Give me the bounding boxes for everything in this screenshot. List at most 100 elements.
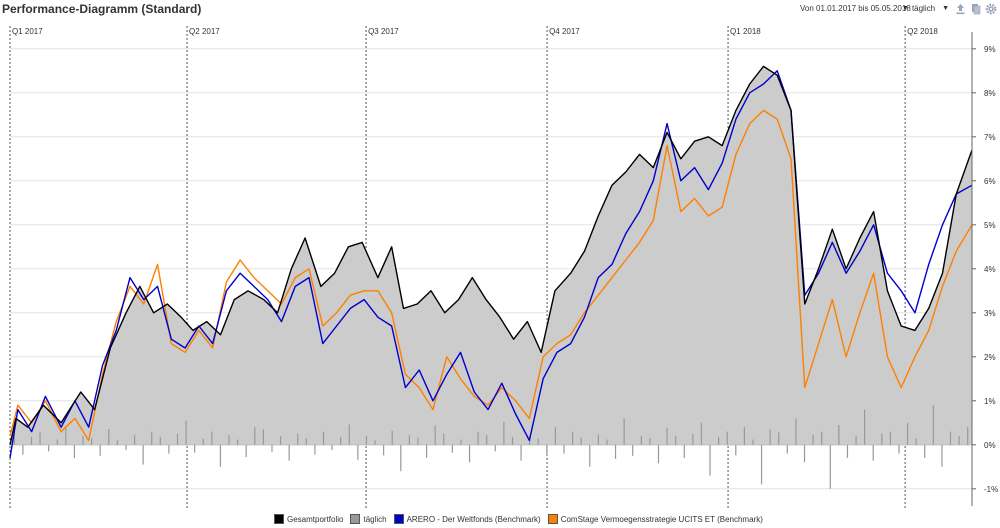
chart-title: Performance-Diagramm (Standard) [2, 2, 202, 16]
daily-bar [271, 444, 273, 452]
daily-bar [425, 444, 428, 458]
daily-bar [211, 431, 213, 445]
legend-swatch [547, 514, 558, 524]
daily-bar [709, 444, 711, 476]
quarter-labels: Q1 2017 Q2 2017 Q3 2017 Q4 2017 Q1 2018 Q2 20… [12, 27, 938, 36]
quarter-label: Q1 2017 [12, 27, 43, 36]
daily-bar [348, 424, 350, 445]
y-tick-label: 9% [984, 45, 996, 54]
y-tick-label: 6% [984, 177, 996, 186]
daily-bar [949, 431, 952, 445]
daily-bar [400, 444, 402, 472]
daily-bar [898, 444, 900, 454]
legend-label: ComStage Vermoegensstrategie UCITS ET (B… [560, 514, 763, 524]
daily-bar [48, 444, 50, 452]
daily-bar [408, 435, 411, 445]
daily-bar [846, 444, 849, 458]
daily-bar [786, 444, 788, 454]
daily-bar [932, 405, 934, 445]
gesamtportfolio-line [9, 65, 973, 445]
daily-bar [941, 444, 943, 467]
y-tick-label: 0% [984, 441, 996, 450]
daily-bar [967, 427, 969, 445]
y-tick-label: 1% [984, 397, 996, 406]
daily-bar [915, 438, 917, 445]
daily-bar [838, 425, 840, 445]
daily-bar [262, 429, 264, 445]
arero-line [9, 70, 973, 459]
daily-bar [855, 436, 857, 445]
daily-bar [683, 444, 685, 458]
daily-bar [589, 444, 591, 467]
portfolio-area [10, 66, 972, 445]
daily-bar [279, 436, 282, 445]
daily-bar [812, 435, 814, 445]
daily-bar [614, 444, 617, 459]
header-bar: Performance-Diagramm (Standard) Von 01.0… [0, 0, 1000, 18]
daily-bar [340, 436, 342, 445]
daily-bar [477, 431, 479, 445]
daily-bar [486, 435, 488, 445]
daily-bar [125, 444, 127, 451]
daily-bar [864, 409, 866, 445]
daily-bar [640, 436, 642, 445]
y-tick-label: 7% [984, 133, 996, 142]
daily-bar [322, 431, 325, 445]
daily-bar [580, 437, 582, 445]
daily-bar [185, 420, 187, 445]
daily-bar [752, 439, 754, 445]
daily-bar [657, 444, 660, 464]
daily-bar [881, 433, 883, 445]
daily-bar [803, 444, 806, 463]
legend-item-taeglich[interactable]: täglich [350, 514, 387, 524]
daily-bar [829, 444, 831, 489]
period-dropdown[interactable]: ▼ täglich ▼ [902, 2, 949, 15]
daily-bar [546, 444, 548, 457]
legend-item-arero[interactable]: ARERO - Der Weltfonds (Benchmark) [393, 514, 541, 524]
legend-item-gesamtportfolio[interactable]: Gesamtportfolio [274, 514, 343, 524]
date-range-label[interactable]: Von 01.01.2017 bis 05.05.2018 [800, 4, 911, 13]
daily-bar [554, 427, 557, 445]
daily-bar [563, 444, 565, 454]
daily-bar [30, 436, 33, 445]
daily-bar [254, 427, 256, 445]
daily-bar [391, 430, 393, 445]
y-tick-label: 2% [984, 353, 996, 362]
period-dropdown-value: täglich [911, 4, 936, 13]
daily-bar [237, 439, 239, 445]
daily-bar [90, 438, 93, 445]
daily-bar [649, 438, 651, 445]
daily-bar [597, 434, 599, 445]
daily-bar [906, 422, 909, 445]
daily-bar [168, 444, 170, 454]
daily-bar [795, 418, 797, 445]
settings-icon[interactable] [985, 2, 997, 15]
legend-swatch [350, 514, 361, 524]
quarter-label: Q2 2017 [189, 27, 220, 36]
legend-item-comstage[interactable]: ComStage Vermoegensstrategie UCITS ET (B… [547, 514, 763, 524]
daily-bar [22, 444, 24, 455]
daily-bar [503, 421, 505, 445]
y-tick-label: 8% [984, 89, 996, 98]
y-tick-label: 3% [984, 309, 996, 318]
daily-bar [889, 431, 892, 445]
chevron-down-icon: ▼ [942, 5, 949, 12]
series-lines [9, 65, 973, 459]
daily-bar [151, 431, 153, 445]
daily-bar [357, 444, 359, 460]
export-icon[interactable] [955, 2, 966, 15]
daily-bar [288, 444, 290, 461]
daily-bar [434, 425, 436, 445]
quarter-label: Q4 2017 [549, 27, 580, 36]
daily-bar [743, 427, 745, 445]
daily-bar [365, 436, 368, 445]
daily-bar [520, 444, 522, 461]
document-icon[interactable] [970, 2, 981, 15]
daily-bar [692, 433, 694, 445]
daily-bar [606, 439, 608, 445]
legend-swatch [393, 514, 404, 524]
daily-bar [494, 444, 496, 452]
daily-bar [305, 438, 307, 445]
daily-bar [82, 436, 84, 445]
daily-bar [116, 440, 118, 445]
